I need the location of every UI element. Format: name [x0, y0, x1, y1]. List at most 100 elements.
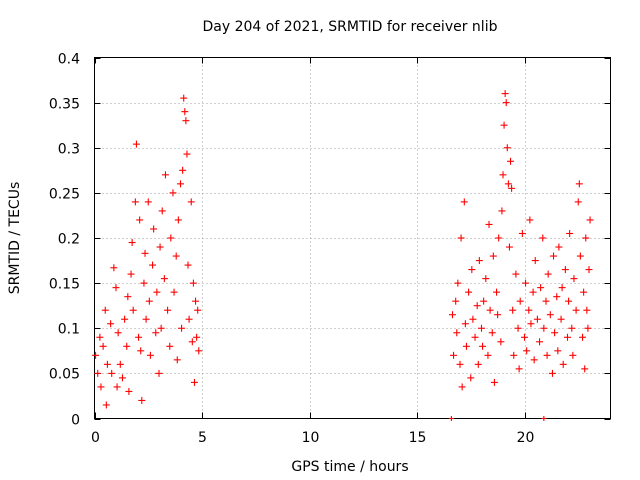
data-point: [480, 297, 488, 305]
data-point: [574, 198, 582, 206]
data-point: [183, 150, 191, 158]
plot-frame: [94, 57, 611, 419]
data-point: [155, 369, 163, 377]
data-point: [479, 342, 487, 350]
data-point: [194, 306, 202, 314]
data-point: [467, 374, 475, 382]
data-point: [113, 383, 121, 391]
data-point: [127, 270, 135, 278]
data-point: [457, 234, 465, 242]
data-point: [160, 275, 168, 283]
data-point: [521, 333, 528, 341]
data-point: [166, 342, 174, 350]
data-point: [561, 266, 569, 274]
data-point: [153, 288, 161, 296]
x-axis-label: GPS time / hours: [291, 459, 408, 475]
data-point: [523, 347, 531, 355]
data-point: [145, 297, 153, 305]
data-point: [448, 311, 456, 319]
data-point: [128, 239, 136, 247]
data-point: [123, 342, 131, 350]
data-point: [542, 297, 550, 305]
data-point: [473, 302, 481, 310]
data-point: [180, 94, 188, 102]
data-point: [568, 324, 576, 332]
data-point: [570, 275, 578, 283]
data-point: [555, 243, 563, 251]
data-point: [149, 261, 157, 269]
data-point: [471, 333, 479, 341]
data-point: [178, 324, 186, 332]
data-point: [121, 315, 129, 323]
data-point: [110, 264, 118, 272]
data-point: [129, 306, 137, 314]
y-tick-label-0-35: 0.35: [49, 97, 80, 113]
data-point: [452, 297, 460, 305]
data-point: [140, 279, 148, 287]
data-point: [116, 360, 124, 368]
data-point: [495, 234, 503, 242]
data-point: [461, 320, 469, 328]
data-point: [498, 207, 506, 215]
y-tick-label-0-15: 0.15: [49, 277, 80, 293]
data-point: [454, 279, 462, 287]
data-point: [184, 261, 192, 269]
data-point: [150, 225, 158, 233]
data-point: [488, 329, 496, 337]
data-point: [548, 369, 556, 377]
data-point: [508, 184, 516, 192]
data-point: [580, 288, 588, 296]
chart-title: Day 204 of 2021, SRMTID for receiver nli…: [203, 19, 498, 35]
data-point: [456, 360, 464, 368]
data-point: [559, 360, 567, 368]
data-point: [142, 315, 150, 323]
data-point: [144, 198, 152, 206]
data-point: [173, 356, 181, 364]
data-points: [92, 90, 594, 421]
data-point: [486, 306, 494, 314]
data-point: [484, 351, 492, 359]
y-tick-label-0-4: 0.4: [58, 52, 80, 68]
data-point: [460, 198, 468, 206]
data-point: [157, 324, 165, 332]
data-point: [504, 180, 512, 188]
data-point: [530, 356, 538, 364]
data-point: [489, 252, 497, 260]
data-point: [107, 320, 115, 328]
data-point: [583, 306, 591, 314]
data-point: [569, 351, 577, 359]
x-tick-label-20: 20: [517, 430, 535, 446]
data-point: [469, 315, 477, 323]
data-point: [458, 383, 466, 391]
data-point: [131, 198, 139, 206]
data-point: [146, 351, 154, 359]
axis-ticks: [94, 57, 611, 420]
data-point: [553, 293, 561, 301]
data-point: [450, 351, 458, 359]
data-point: [516, 297, 524, 305]
data-point: [170, 288, 178, 296]
data-point: [141, 249, 149, 257]
data-point: [512, 270, 520, 278]
data-point: [108, 369, 116, 377]
data-point: [557, 315, 565, 323]
data-point: [181, 108, 189, 116]
data-point: [112, 284, 120, 292]
data-point: [190, 378, 198, 386]
data-point: [94, 369, 102, 377]
data-point: [101, 306, 109, 314]
data-point: [490, 378, 498, 386]
data-point: [525, 306, 533, 314]
data-point: [182, 117, 190, 125]
data-point: [503, 144, 511, 152]
data-point: [544, 270, 552, 278]
data-point: [565, 297, 573, 305]
y-tick-label-0-2: 0.2: [58, 232, 80, 248]
data-point: [92, 351, 100, 359]
data-point: [554, 347, 562, 355]
data-point: [156, 243, 164, 251]
data-point: [169, 189, 177, 197]
x-tick-label-0: 0: [91, 430, 100, 446]
data-point: [493, 288, 501, 296]
data-point: [114, 329, 122, 337]
